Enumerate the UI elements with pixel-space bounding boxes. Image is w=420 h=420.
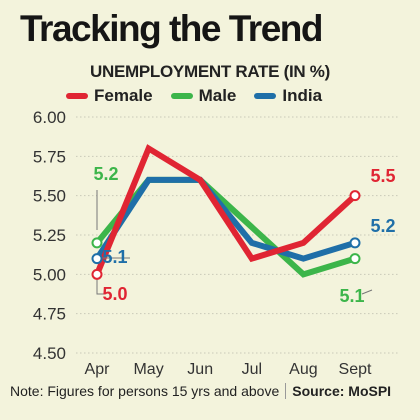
legend-label-male: Male: [198, 86, 237, 105]
point-marker-india-apr: [91, 253, 103, 265]
legend-swatch-india: [254, 93, 277, 99]
page-title: Tracking the Trend: [20, 8, 323, 49]
data-label-india-sept: 5.2: [370, 216, 395, 236]
legend-label-india: India: [282, 86, 323, 105]
legend-item-female: Female: [66, 86, 153, 106]
chart-subtitle: UNEMPLOYMENT RATE (IN %): [90, 62, 330, 81]
data-label-male-sept: 5.1: [339, 286, 364, 306]
x-tick-label: Sept: [339, 361, 372, 378]
y-tick-label: 6.00: [33, 108, 66, 127]
series-line-female: [94, 144, 358, 276]
x-tick-label: Jun: [187, 361, 213, 378]
legend-item-male: Male: [170, 86, 237, 106]
y-tick-label: 4.50: [33, 344, 66, 363]
data-label-female-apr: 5.0: [102, 284, 127, 304]
y-tick-label: 5.00: [33, 265, 66, 284]
data-label-india-apr: 5.1: [102, 247, 127, 267]
point-marker-india-sept: [349, 237, 361, 249]
leader-line-female-apr: [96, 274, 105, 295]
series-line-india: [94, 176, 356, 262]
footer-divider: [285, 383, 287, 399]
point-marker-male-apr: [91, 237, 103, 249]
point-marker-female-sept: [349, 190, 361, 202]
y-tick-label: 5.50: [33, 187, 66, 206]
chart-legend: Female Male India: [66, 86, 322, 106]
x-tick-label: Apr: [85, 361, 111, 378]
data-label-male-apr: 5.2: [93, 164, 118, 184]
footer-note: Note: Figures for persons 15 yrs and abo…: [10, 383, 280, 399]
chart-footer: Note: Figures for persons 15 yrs and abo…: [10, 383, 412, 399]
x-tick-label: Jul: [242, 361, 262, 378]
point-marker-male-sept: [349, 253, 361, 265]
y-tick-label: 4.75: [33, 305, 66, 324]
y-tick-label: 5.25: [33, 226, 66, 245]
data-label-female-sept: 5.5: [370, 166, 395, 186]
footer-source: Source: MoSPI: [292, 383, 392, 399]
legend-swatch-male: [170, 93, 193, 99]
legend-item-india: India: [254, 86, 322, 106]
legend-label-female: Female: [94, 86, 153, 105]
point-marker-female-apr: [91, 268, 103, 280]
x-tick-label: Aug: [289, 361, 317, 378]
leader-line-male-sept: [361, 289, 373, 295]
y-tick-label: 5.75: [33, 147, 66, 166]
x-tick-label: May: [133, 361, 163, 378]
legend-swatch-female: [66, 93, 88, 99]
